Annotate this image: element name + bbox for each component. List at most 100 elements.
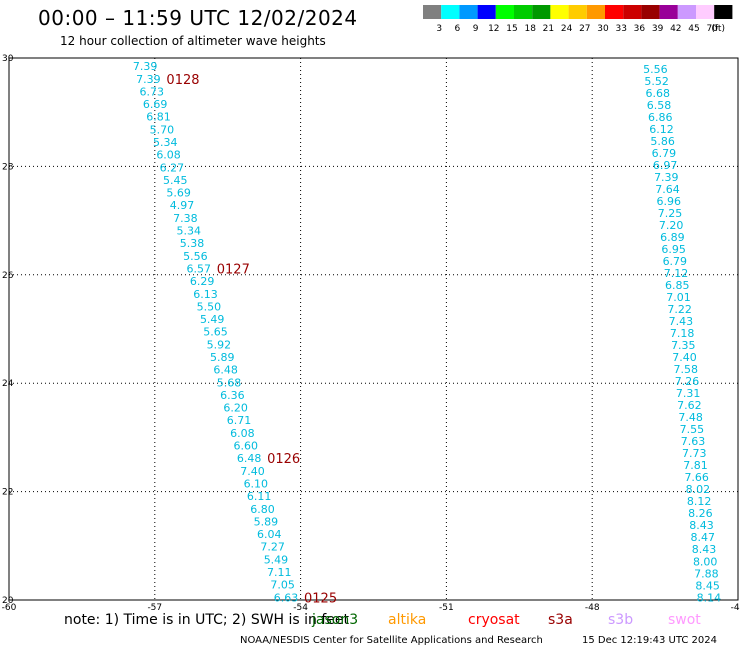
swh-value: 6.79: [652, 147, 677, 160]
legend-swatch: [550, 5, 569, 19]
legend-label: 27: [579, 24, 590, 33]
swh-value: 7.12: [664, 267, 689, 280]
lat-tick-label: 24: [2, 379, 14, 389]
lon-tick-label: -51: [439, 603, 454, 612]
swh-value: 4.97: [170, 199, 195, 212]
legend-label: 39: [652, 24, 664, 33]
swh-value: 5.45: [163, 174, 188, 187]
swh-value: 8.45: [695, 579, 720, 592]
swh-value: 6.13: [193, 288, 218, 301]
swh-value: 5.89: [254, 515, 279, 528]
swh-value: 5.70: [150, 123, 175, 136]
swh-value: 6.08: [230, 427, 255, 440]
legend-swatch: [623, 5, 642, 19]
legend-swatch: [659, 5, 678, 19]
swh-value: 6.48: [237, 452, 262, 465]
pass-time-label: 0125: [304, 591, 337, 606]
swh-value: 6.08: [156, 149, 181, 162]
swh-value: 7.64: [655, 183, 680, 196]
legend-swatch: [677, 5, 696, 19]
swh-value: 6.97: [653, 159, 678, 172]
legend-swatch: [441, 5, 460, 19]
swh-value: 7.18: [670, 327, 695, 340]
swh-value: 5.49: [264, 553, 289, 566]
swh-value: 6.79: [663, 255, 688, 268]
swh-value: 8.47: [691, 531, 716, 544]
swh-value: 6.36: [220, 389, 245, 402]
swh-value: 6.10: [244, 477, 269, 490]
swh-value: 7.05: [270, 579, 295, 592]
swh-value: 6.96: [656, 195, 681, 208]
legend-swatch: [532, 5, 551, 19]
swh-value: 6.71: [227, 414, 252, 427]
swh-value: 7.48: [678, 411, 703, 424]
legend-label: 12: [488, 24, 499, 33]
swh-value: 6.48: [213, 364, 238, 377]
page-title: 00:00 – 11:59 UTC 12/02/2024: [38, 6, 358, 30]
source-swot: swot: [668, 612, 701, 628]
swh-value: 5.52: [644, 75, 669, 88]
swh-value: 5.89: [210, 351, 235, 364]
swh-value: 8.43: [689, 519, 714, 532]
source-s3a: s3a: [548, 612, 573, 628]
swh-value: 6.20: [223, 402, 248, 415]
swh-value: 6.68: [646, 87, 671, 100]
lon-tick-label: -45: [731, 603, 740, 612]
swh-value: 7.26: [675, 375, 700, 388]
swh-value: 7.20: [659, 219, 684, 232]
swh-value: 6.80: [250, 503, 275, 516]
swh-value: 5.69: [166, 187, 191, 200]
footer-timestamp: 15 Dec 12:19:43 UTC 2024: [582, 635, 717, 646]
legend-label: 33: [615, 24, 626, 33]
legend-label: 3: [436, 24, 442, 33]
legend-swatch: [586, 5, 605, 19]
swh-value: 8.14: [697, 591, 722, 604]
swh-value: 8.12: [687, 495, 712, 508]
swh-value: 7.43: [669, 315, 694, 328]
swh-value: 6.86: [648, 111, 673, 124]
swh-value: 6.27: [160, 161, 185, 174]
lat-tick-label: 22: [2, 488, 13, 498]
swh-value: 5.49: [200, 313, 225, 326]
swh-value: 7.11: [267, 566, 292, 579]
source-jason3: jason3: [312, 612, 359, 628]
pass-time-label: 0126: [267, 452, 300, 467]
legend-label: 42: [670, 24, 681, 33]
swh-value: 7.39: [133, 60, 158, 73]
swh-value: 5.50: [197, 300, 222, 313]
map-frame: [8, 57, 739, 601]
swh-value: 7.39: [654, 171, 679, 184]
legend-label: 70: [706, 24, 718, 33]
legend-unit: (ft): [711, 24, 725, 33]
color-legend: 3 6 9 12 15 18 21 24 27 30 33 36 39 42 45 70(ft): [423, 5, 733, 33]
swh-value: 5.38: [180, 237, 205, 250]
swh-value: 6.73: [140, 85, 165, 98]
swh-value: 6.04: [257, 528, 282, 541]
swh-value: 7.35: [671, 339, 696, 352]
swh-value: 7.40: [672, 351, 697, 364]
swh-value: 7.27: [260, 541, 285, 554]
swh-value: 5.86: [650, 135, 675, 148]
legend-label: 21: [543, 24, 554, 33]
swh-value: 7.73: [682, 447, 707, 460]
swh-value: 7.88: [694, 567, 719, 580]
swh-value: 8.26: [688, 507, 713, 520]
legend-label: 45: [688, 24, 699, 33]
lon-tick-label: -60: [2, 603, 17, 612]
lon-tick-label: -57: [147, 603, 162, 612]
swh-value: 6.63: [274, 591, 299, 604]
swh-value: 7.81: [683, 459, 708, 472]
legend-swatch: [477, 5, 496, 19]
swh-value: 7.25: [658, 207, 683, 220]
swh-value: 5.92: [207, 338, 232, 351]
swh-value: 7.62: [677, 399, 702, 412]
legend-swatch: [459, 5, 478, 19]
swh-value: 8.02: [686, 483, 711, 496]
legend-swatch: [714, 5, 733, 19]
swh-value: 6.58: [647, 99, 672, 112]
legend-label: 15: [506, 24, 517, 33]
legend-swatch: [696, 5, 715, 19]
swh-value: 7.55: [680, 423, 705, 436]
legend-swatch: [568, 5, 587, 19]
swh-value: 7.38: [173, 212, 198, 225]
